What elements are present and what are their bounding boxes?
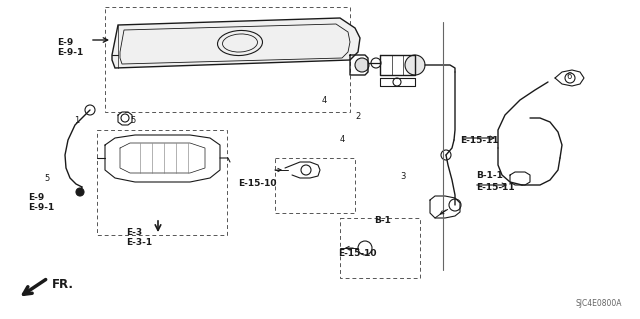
Text: B-1-1: B-1-1 [476, 171, 503, 180]
Circle shape [85, 105, 95, 115]
Text: SJC4E0800A: SJC4E0800A [575, 299, 622, 308]
Text: E-15-11: E-15-11 [476, 183, 515, 192]
Text: B-1: B-1 [374, 216, 391, 225]
Circle shape [301, 165, 311, 175]
Circle shape [121, 114, 129, 122]
Text: E-3
E-3-1: E-3 E-3-1 [126, 228, 152, 248]
Circle shape [565, 73, 575, 83]
Text: 5: 5 [44, 174, 49, 183]
Polygon shape [112, 18, 360, 68]
Circle shape [358, 241, 372, 255]
Text: E-15-11: E-15-11 [460, 136, 499, 145]
Text: E-15-10: E-15-10 [238, 179, 276, 188]
Circle shape [355, 58, 369, 72]
Text: FR.: FR. [52, 278, 74, 291]
Text: 6: 6 [566, 72, 572, 81]
Text: 3: 3 [400, 172, 405, 181]
Text: E-15-10: E-15-10 [338, 249, 376, 258]
Bar [97, 130, 227, 235]
Polygon shape [120, 24, 350, 64]
Text: E-9
E-9-1: E-9 E-9-1 [57, 38, 83, 57]
Text: 1: 1 [74, 116, 79, 125]
Circle shape [371, 58, 381, 68]
Ellipse shape [218, 30, 262, 56]
Ellipse shape [223, 34, 257, 52]
Text: 5: 5 [130, 116, 135, 125]
Circle shape [405, 55, 425, 75]
Text: E-9
E-9-1: E-9 E-9-1 [28, 193, 54, 212]
Circle shape [393, 78, 401, 86]
Bar [275, 158, 355, 213]
Circle shape [449, 199, 461, 211]
Bar [340, 218, 420, 278]
Text: 4: 4 [340, 135, 345, 144]
Circle shape [76, 188, 84, 196]
Text: 4: 4 [322, 96, 327, 105]
Bar [105, 7, 350, 112]
Circle shape [441, 150, 451, 160]
Text: 2: 2 [355, 112, 360, 121]
